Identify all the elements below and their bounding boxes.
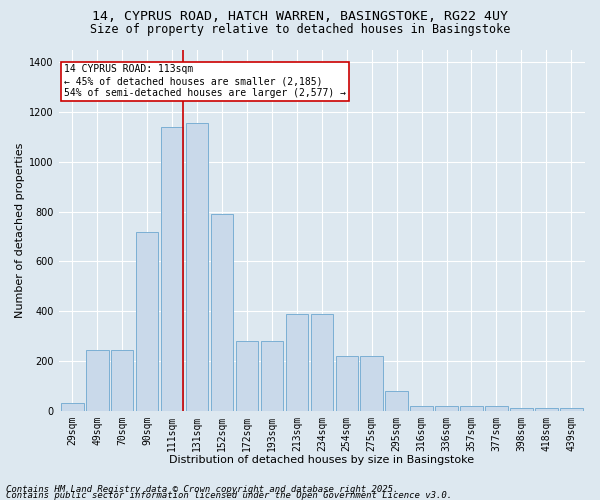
Bar (410, 406, 433, 410)
Bar (86, 350, 109, 410)
Bar (211, 214, 233, 410)
Y-axis label: Number of detached properties: Number of detached properties (15, 142, 25, 318)
Text: Contains public sector information licensed under the Open Government Licence v3: Contains public sector information licen… (6, 490, 452, 500)
Bar (485, 406, 508, 410)
Bar (361, 356, 383, 410)
Bar (436, 406, 458, 410)
Bar (261, 341, 283, 410)
Bar (236, 341, 258, 410)
Bar (111, 350, 133, 410)
X-axis label: Distribution of detached houses by size in Basingstoke: Distribution of detached houses by size … (169, 455, 475, 465)
Bar (460, 406, 483, 410)
Bar (136, 232, 158, 410)
Text: 14 CYPRUS ROAD: 113sqm
← 45% of detached houses are smaller (2,185)
54% of semi-: 14 CYPRUS ROAD: 113sqm ← 45% of detached… (64, 64, 346, 98)
Bar (510, 408, 533, 410)
Bar (560, 408, 583, 410)
Text: 14, CYPRUS ROAD, HATCH WARREN, BASINGSTOKE, RG22 4UY: 14, CYPRUS ROAD, HATCH WARREN, BASINGSTO… (92, 10, 508, 23)
Text: Size of property relative to detached houses in Basingstoke: Size of property relative to detached ho… (90, 22, 510, 36)
Bar (286, 314, 308, 410)
Bar (335, 356, 358, 410)
Text: Contains HM Land Registry data © Crown copyright and database right 2025.: Contains HM Land Registry data © Crown c… (6, 484, 398, 494)
Bar (311, 314, 333, 410)
Bar (186, 124, 208, 410)
Bar (61, 404, 83, 410)
Bar (535, 408, 557, 410)
Bar (161, 127, 184, 410)
Bar (385, 391, 408, 410)
